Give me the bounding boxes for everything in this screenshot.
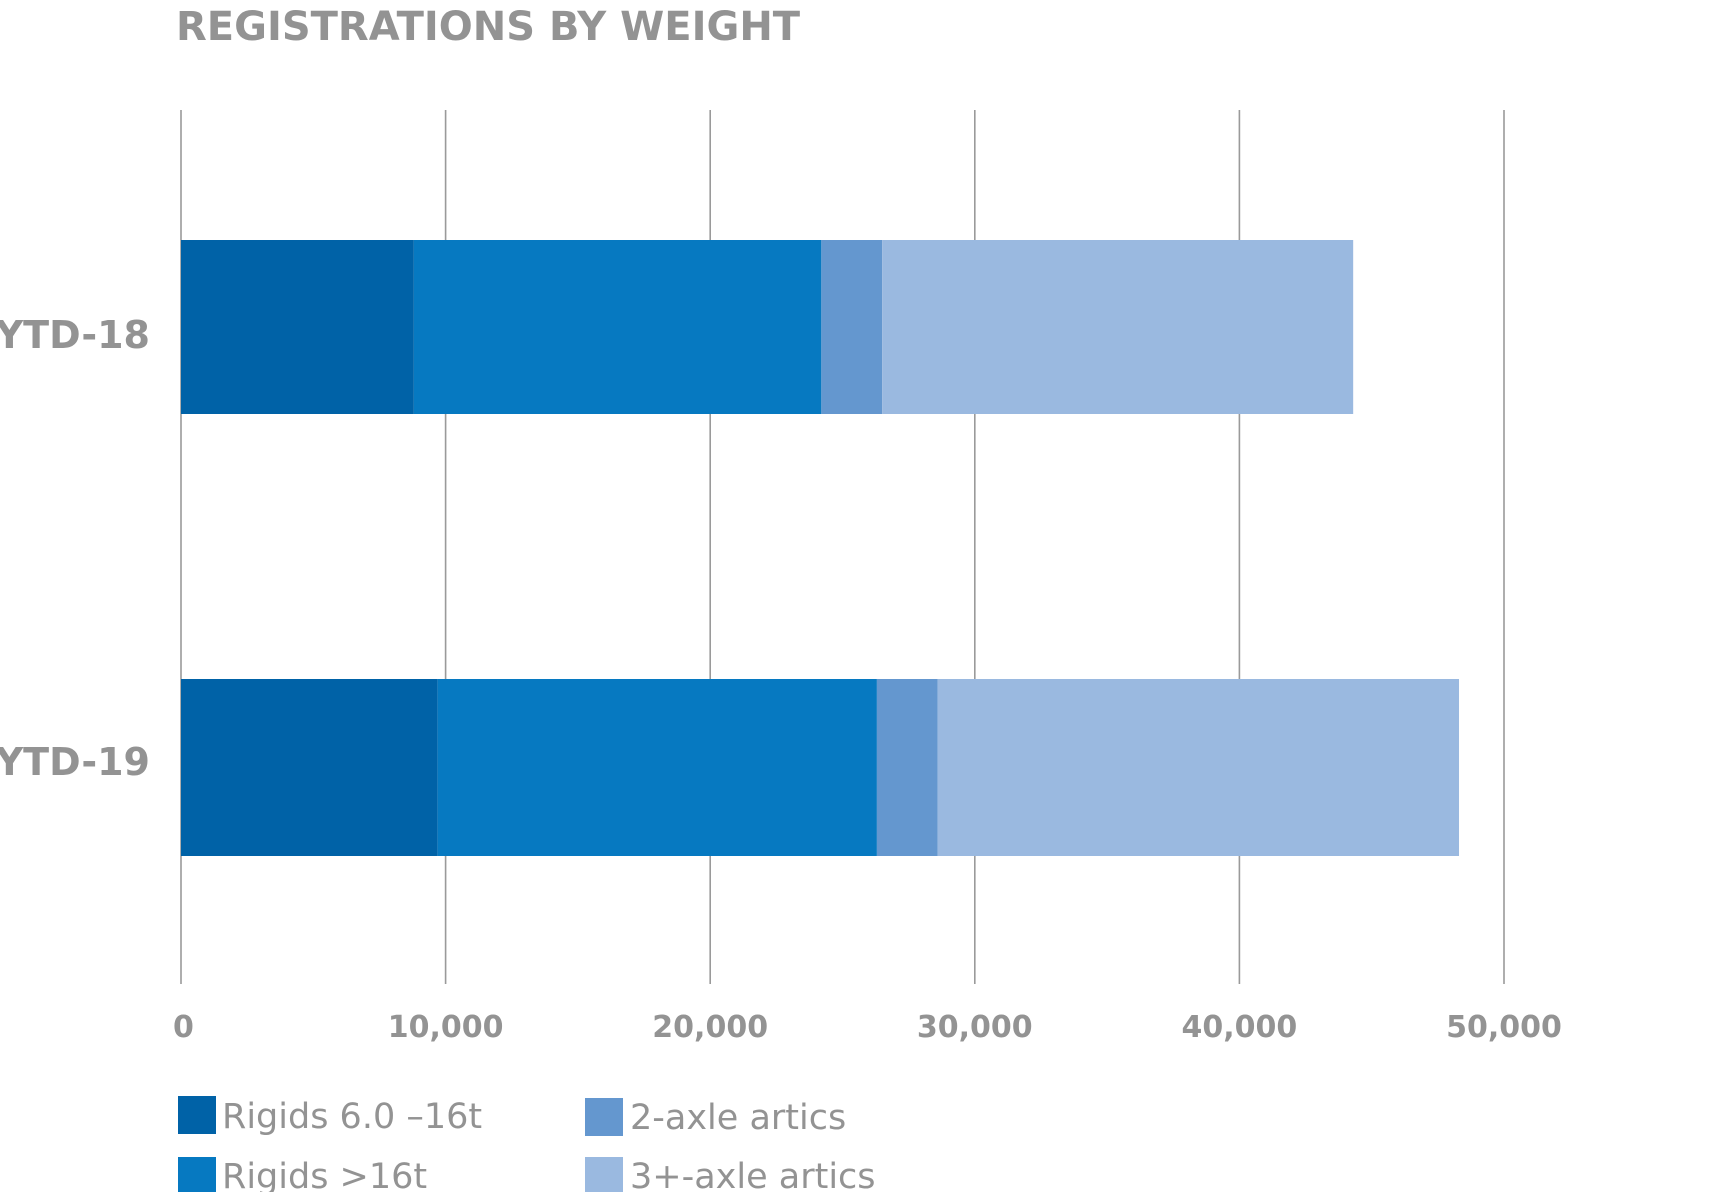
legend-label-2: Rigids >16t xyxy=(222,1157,427,1192)
legend-label-4: 3+-axle artics xyxy=(630,1157,876,1192)
x-tick-label-2: 20,000 xyxy=(652,1010,768,1045)
legend: Rigids 6.0 –16t Rigids >16t 2-axle artics 3… xyxy=(178,1096,876,1192)
bar-segment-ytd-19-series-1 xyxy=(181,679,438,856)
chart-title: REGISTRATIONS BY WEIGHT xyxy=(176,4,801,50)
legend-label-1: Rigids 6.0 –16t xyxy=(222,1097,482,1137)
bar-segment-ytd-19-series-3 xyxy=(876,679,938,856)
bar-segment-ytd-18-series-3 xyxy=(821,240,883,414)
x-tick-label-1: 10,000 xyxy=(388,1010,504,1045)
legend-swatch-2 xyxy=(178,1157,216,1192)
bar-segment-ytd-19-series-2 xyxy=(437,679,877,856)
legend-swatch-1 xyxy=(178,1096,216,1134)
category-label-1: YTD-19 xyxy=(0,740,150,784)
legend-swatch-3 xyxy=(585,1098,623,1136)
x-axis-tick-labels: 0 10,000 20,000 30,000 40,000 50,000 xyxy=(173,1010,1562,1045)
bar-segment-ytd-18-series-1 xyxy=(181,240,414,414)
legend-swatch-4 xyxy=(585,1157,623,1192)
x-tick-label-5: 50,000 xyxy=(1446,1010,1562,1045)
bar-segment-ytd-19-series-4 xyxy=(937,679,1460,856)
category-labels: YTD-18 YTD-19 xyxy=(0,313,150,784)
bar-segment-ytd-18-series-4 xyxy=(882,240,1354,414)
bars xyxy=(181,240,1460,856)
x-tick-label-0: 0 xyxy=(173,1010,194,1045)
x-tick-label-4: 40,000 xyxy=(1182,1010,1298,1045)
bar-segment-ytd-18-series-2 xyxy=(413,240,822,414)
x-tick-label-3: 30,000 xyxy=(917,1010,1033,1045)
category-label-0: YTD-18 xyxy=(0,313,150,357)
legend-label-3: 2-axle artics xyxy=(630,1098,846,1138)
